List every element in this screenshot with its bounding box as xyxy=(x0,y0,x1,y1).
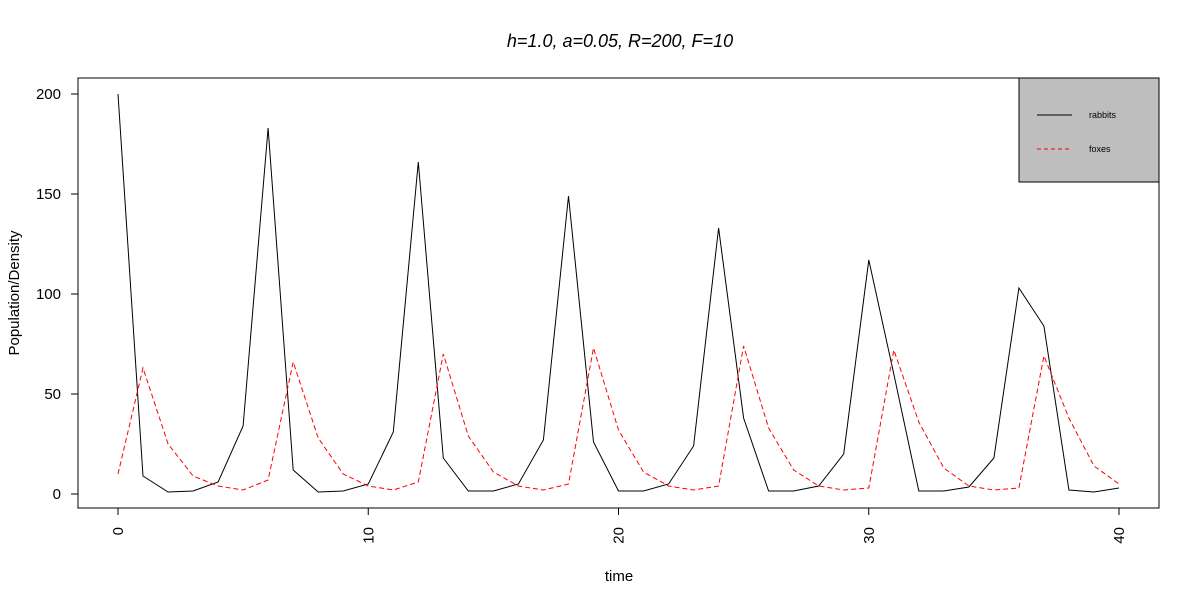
y-tick-label: 200 xyxy=(36,86,61,103)
x-tick-label: 10 xyxy=(360,527,377,544)
x-axis: 0 10 20 30 40 xyxy=(110,508,1128,544)
x-tick-label: 20 xyxy=(611,527,628,544)
legend-box xyxy=(1018,77,1160,183)
x-tick-label: 0 xyxy=(110,527,127,535)
legend-label-foxes: foxes xyxy=(1089,144,1111,154)
chart-title: h=1.0, a=0.05, R=200, F=10 xyxy=(507,31,733,51)
y-tick-label: 50 xyxy=(44,386,61,403)
legend: rabbits foxes xyxy=(1018,77,1160,183)
series-line-rabbits xyxy=(117,93,1120,493)
x-tick-label: 40 xyxy=(1111,527,1128,544)
y-tick-label: 100 xyxy=(36,286,61,303)
y-axis-label: Population/Density xyxy=(6,230,23,356)
series-line-foxes xyxy=(117,345,1120,491)
plot-frame xyxy=(77,77,1160,509)
y-axis: 0 50 100 150 200 xyxy=(36,86,78,503)
y-tick-label: 0 xyxy=(53,486,61,503)
y-tick-label: 150 xyxy=(36,186,61,203)
x-axis-label: time xyxy=(605,568,633,585)
series-layer xyxy=(117,93,1120,493)
x-tick-label: 30 xyxy=(861,527,878,544)
legend-label-rabbits: rabbits xyxy=(1089,110,1117,120)
